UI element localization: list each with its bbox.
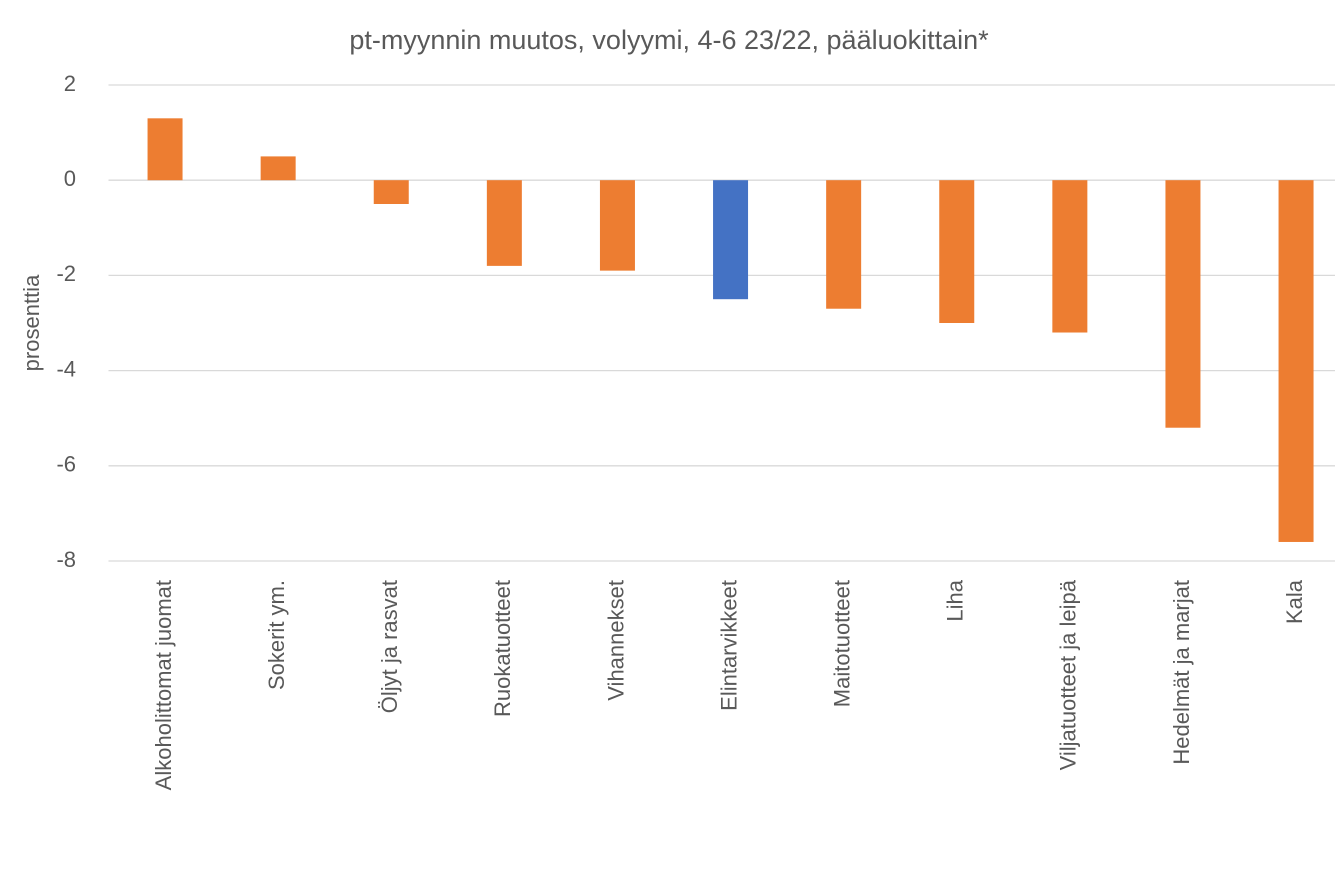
x-tick-label: Maitotuotteet	[829, 580, 854, 707]
x-tick-label: Liha	[943, 579, 968, 621]
y-axis-label: prosenttia	[19, 274, 44, 371]
x-tick-label: Kala	[1282, 579, 1307, 624]
x-tick-label: Ruokatuotteet	[490, 580, 515, 717]
bar	[260, 156, 296, 181]
x-tick-label: Alkoholittomat juomat	[151, 580, 176, 790]
bar	[1278, 180, 1314, 542]
y-tick-label: -6	[56, 452, 76, 477]
bar	[1052, 180, 1088, 333]
x-tick-label: Sokerit ym.	[264, 580, 289, 690]
x-tick-label: Elintarvikkeet	[716, 580, 741, 711]
y-tick-label: 0	[64, 166, 76, 191]
y-tick-label: -2	[56, 261, 76, 286]
bar	[939, 180, 975, 323]
y-tick-label: -8	[56, 547, 76, 572]
y-tick-label: -4	[56, 356, 76, 381]
chart-title: pt-myynnin muutos, volyymi, 4-6 23/22, p…	[349, 25, 989, 55]
y-tick-label: 2	[64, 71, 76, 96]
x-tick-label: Öljyt ja rasvat	[377, 580, 402, 713]
bar	[713, 180, 749, 300]
bar	[599, 180, 635, 271]
x-tick-label: Hedelmät ja marjat	[1169, 580, 1194, 765]
bar	[486, 180, 522, 266]
bar	[826, 180, 862, 309]
bar	[147, 118, 183, 181]
x-tick-label: Viljatuotteet ja leipä	[1056, 579, 1081, 770]
x-tick-label: Vihannekset	[603, 580, 628, 701]
bar	[1165, 180, 1201, 428]
bar	[373, 180, 409, 204]
